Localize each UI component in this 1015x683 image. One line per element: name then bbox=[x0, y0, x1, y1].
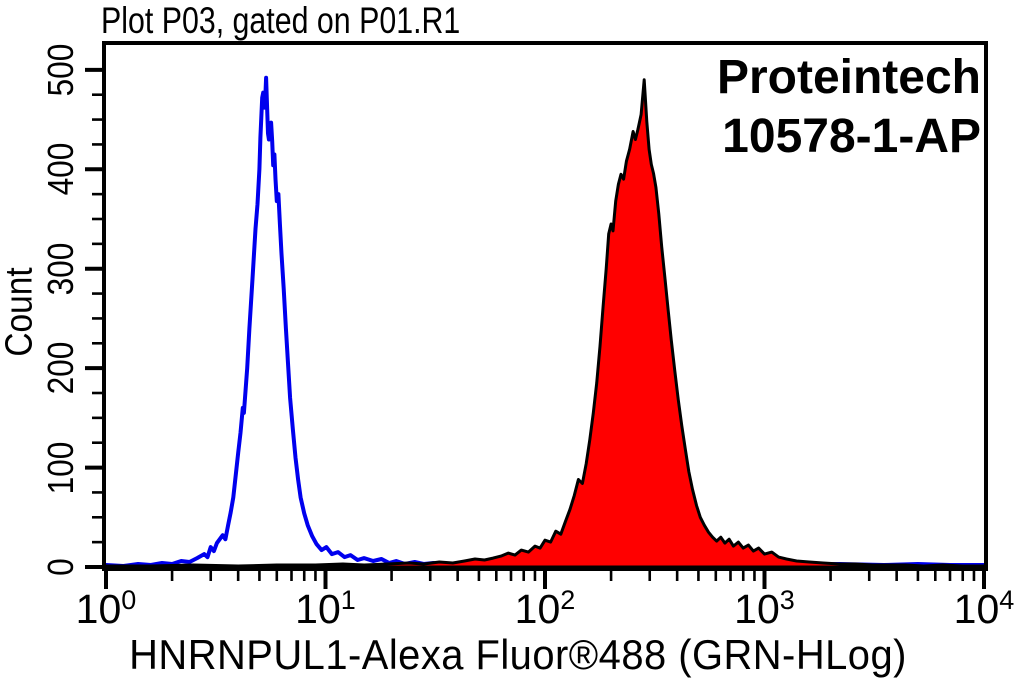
x-tick-label: 103 bbox=[734, 585, 795, 632]
tick-marks bbox=[85, 67, 986, 589]
x-tick-label: 104 bbox=[953, 585, 1015, 632]
x-tick-label: 101 bbox=[295, 585, 356, 632]
y-tick-label: 300 bbox=[40, 242, 81, 296]
x-tick-labels: 100 101 102 103 104 bbox=[0, 585, 1015, 640]
curves-layer bbox=[106, 75, 984, 567]
sample-histogram-curve bbox=[106, 78, 984, 567]
x-axis-label: HNRNPUL1-Alexa Fluor®488 (GRN-HLog) bbox=[129, 631, 907, 678]
annotation-catalog: 10578-1-AP bbox=[722, 110, 981, 163]
y-tick-label: 200 bbox=[40, 341, 81, 395]
y-tick-labels: 0 100 200 300 400 500 bbox=[0, 0, 100, 683]
annotation-brand: Proteintech bbox=[716, 51, 981, 104]
x-tick-label: 100 bbox=[75, 585, 137, 632]
y-tick-label: 0 bbox=[40, 558, 81, 576]
plot-title: Plot P03, gated on P01.R1 bbox=[101, 0, 461, 41]
y-tick-label: 100 bbox=[40, 441, 81, 494]
y-tick-label: 500 bbox=[40, 43, 81, 97]
y-tick-label: 400 bbox=[40, 142, 81, 196]
plot-border bbox=[102, 41, 988, 571]
annotation: Proteintech 10578-1-AP bbox=[717, 48, 981, 166]
x-tick-label: 102 bbox=[514, 585, 576, 632]
